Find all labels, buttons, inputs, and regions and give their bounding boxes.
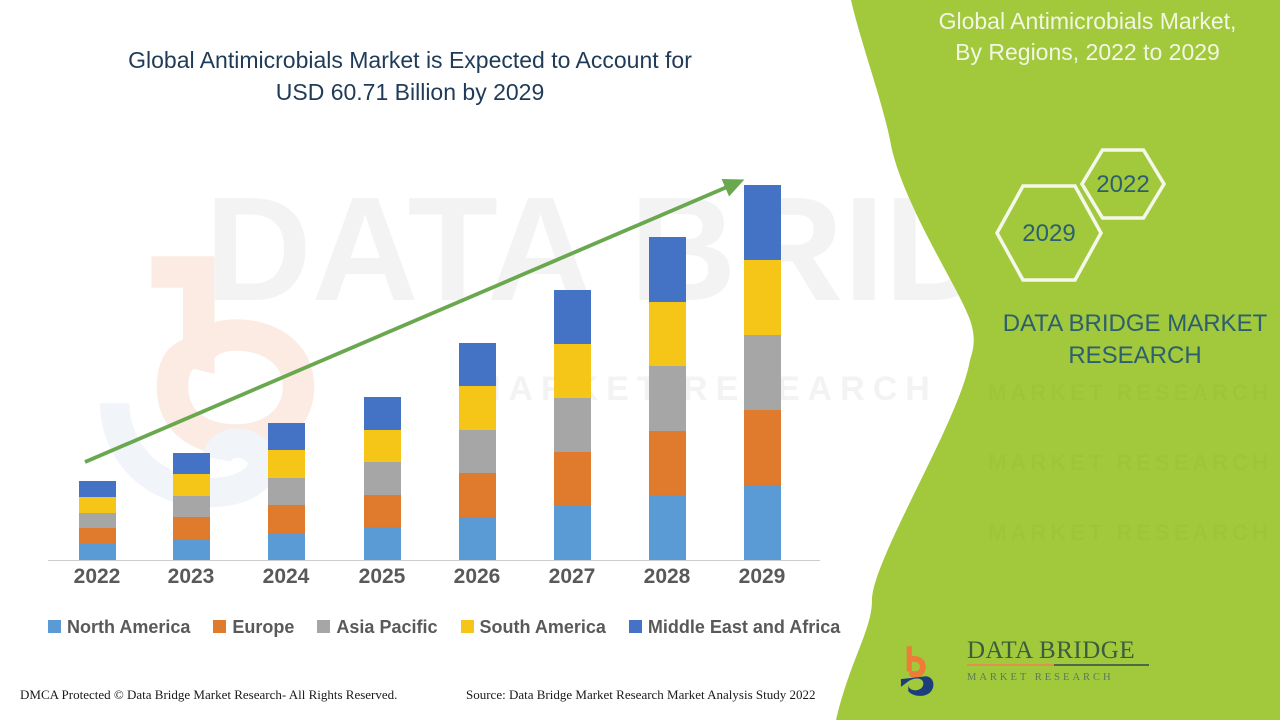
svg-text:2022: 2022 — [1096, 171, 1149, 198]
svg-text:2029: 2029 — [1022, 220, 1075, 247]
